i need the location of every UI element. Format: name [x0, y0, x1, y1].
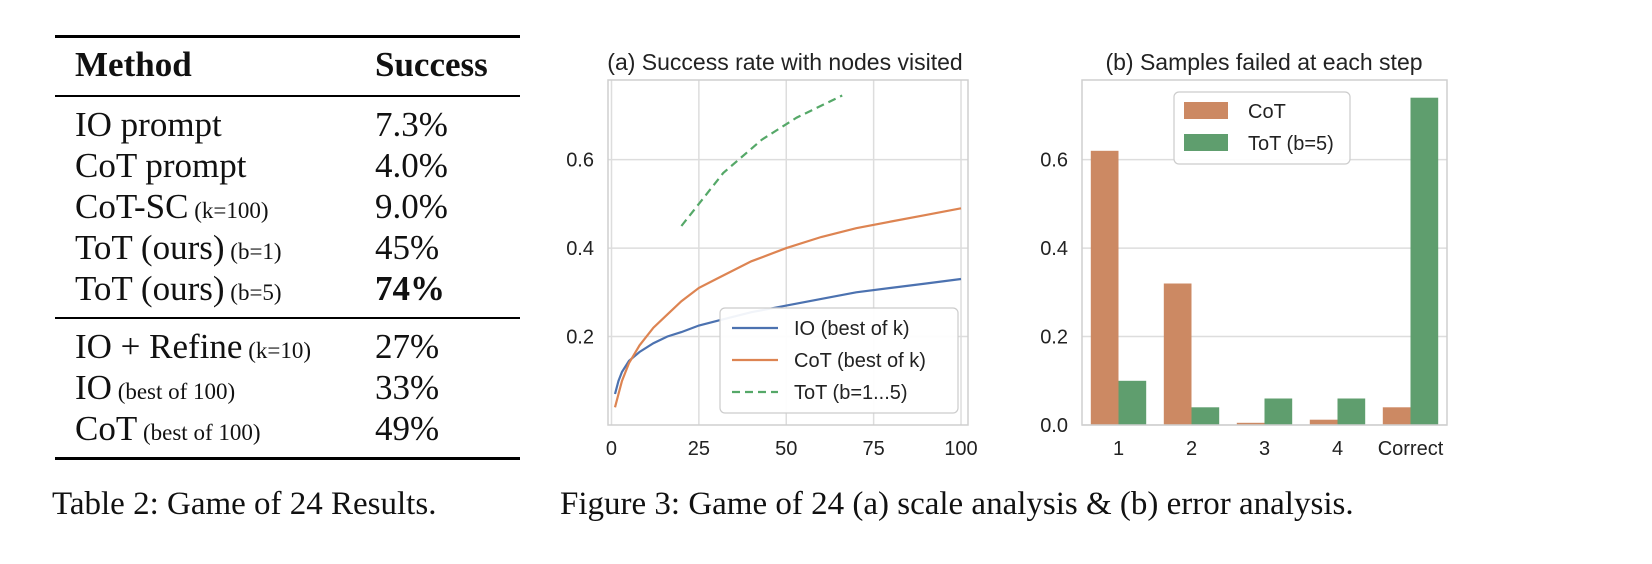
table-mid-rule [55, 317, 520, 319]
method-param: (b=1) [224, 239, 282, 264]
method-name: CoT prompt [75, 146, 247, 185]
header-success: Success [375, 45, 488, 84]
x-tick-label: 75 [863, 438, 885, 460]
chart-a-legend: IO (best of k) CoT (best of k) ToT (b=1...… [719, 307, 959, 414]
chart-a-title: (a) Success rate with nodes visited [607, 49, 962, 75]
legend-label: CoT (best of k) [794, 350, 926, 372]
table-caption: Table 2: Game of 24 Results. [52, 486, 437, 522]
bar [1337, 398, 1366, 425]
method-name: CoT [75, 409, 138, 448]
chart-a-frame [607, 79, 969, 426]
y-tick-label: 0.0 [1040, 415, 1068, 437]
method-param: (best of 100) [111, 379, 236, 404]
table-row-value: 4.0% [375, 146, 448, 185]
bar [1090, 150, 1119, 426]
method-param: (k=100) [188, 198, 269, 223]
legend-label: ToT (b=1...5) [794, 382, 908, 404]
chart-a-lines [613, 94, 962, 408]
y-tick-label: 0.6 [566, 150, 594, 172]
bar [1264, 398, 1293, 425]
table-row-value: 74% [375, 269, 445, 308]
header-method: Method [75, 45, 192, 84]
table-row-method: ToT (ours) (b=5) [75, 271, 282, 306]
table-row-value: 33% [375, 368, 440, 407]
legend-label: IO (best of k) [794, 318, 910, 340]
table-row-method: IO prompt [75, 107, 222, 142]
method-name: IO prompt [75, 105, 222, 144]
table-top-rule [55, 35, 520, 38]
chart-a-ticks: 0 25 50 75 100 0.2 0.4 0.6 [566, 150, 978, 460]
chart-b-title: (b) Samples failed at each step [1105, 49, 1422, 75]
legend-swatch [1184, 102, 1228, 119]
x-tick-label: 100 [944, 438, 977, 460]
method-name: IO + Refine [75, 327, 243, 366]
table-row-value: 9.0% [375, 187, 448, 226]
bar [1382, 407, 1411, 425]
legend-label: ToT (b=5) [1248, 133, 1334, 155]
table-row-method: CoT (best of 100) [75, 411, 261, 446]
x-tick-label: 25 [688, 438, 710, 460]
chart-b-legend: CoT ToT (b=5) [1173, 91, 1351, 165]
table-row-value: 7.3% [375, 105, 448, 144]
chart-failed-samples: (b) Samples failed at each step 0.00.20.… [1040, 49, 1448, 460]
method-name: ToT (ours) [75, 228, 225, 267]
y-tick-label: 0.4 [566, 238, 594, 260]
bar [1191, 407, 1220, 425]
table-row-method: IO + Refine (k=10) [75, 329, 311, 364]
bar [1309, 419, 1338, 425]
chart-b-bars [1090, 97, 1439, 426]
table-row-value: 49% [375, 409, 440, 448]
table-row-method: IO (best of 100) [75, 370, 235, 405]
y-tick-label: 0.6 [1040, 150, 1068, 172]
table-row-method: CoT-SC (k=100) [75, 189, 269, 224]
bar [1163, 283, 1192, 425]
bar [1236, 422, 1265, 425]
table-row-method: CoT prompt [75, 148, 246, 183]
chart-b-frame [1081, 79, 1448, 426]
method-param: (k=10) [242, 338, 312, 363]
series-line [613, 207, 962, 408]
bar [1118, 380, 1147, 425]
table-bottom-rule [55, 457, 520, 460]
x-tick-label: 1 [1113, 438, 1124, 460]
table-header-rule [55, 95, 520, 97]
series-line [613, 277, 962, 395]
chart-b-ticks: 0.0 0.2 0.4 0.6 1 2 3 4 Correct [1040, 150, 1444, 460]
x-tick-label: 0 [606, 438, 617, 460]
method-name: IO [75, 368, 112, 407]
x-tick-label: 3 [1259, 438, 1270, 460]
x-tick-label: 2 [1186, 438, 1197, 460]
y-tick-label: 0.4 [1040, 238, 1068, 260]
figure-caption: Figure 3: Game of 24 (a) scale analysis … [560, 486, 1354, 522]
y-tick-label: 0.2 [566, 327, 594, 349]
legend-swatch [1184, 134, 1228, 151]
method-name: ToT (ours) [75, 269, 225, 308]
table-row-value: 27% [375, 327, 440, 366]
series-line [680, 94, 843, 227]
legend-label: CoT [1248, 101, 1286, 123]
x-tick-label: 50 [775, 438, 797, 460]
bar [1410, 97, 1439, 425]
table-row-method: ToT (ours) (b=1) [75, 230, 282, 265]
method-param: (b=5) [224, 280, 282, 305]
table-row-value: 45% [375, 228, 440, 267]
method-name: CoT-SC [75, 187, 189, 226]
x-tick-label: Correct [1378, 438, 1444, 460]
x-tick-label: 4 [1332, 438, 1343, 460]
method-param: (best of 100) [137, 420, 261, 445]
chart-success-rate: (a) Success rate with nodes visited 0 25 5… [566, 49, 978, 460]
legend-box [719, 307, 959, 414]
y-tick-label: 0.2 [1040, 327, 1068, 349]
